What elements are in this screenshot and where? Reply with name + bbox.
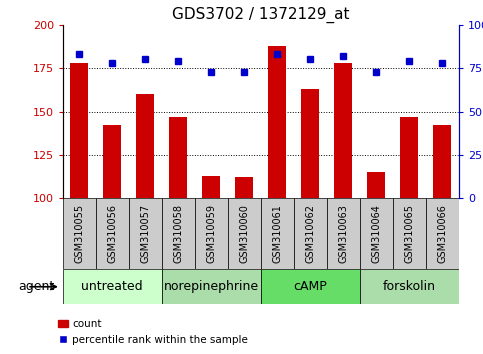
Text: cAMP: cAMP (294, 280, 327, 293)
Bar (334, 63, 353, 198)
Bar (70, 63, 88, 198)
Bar (268, 46, 286, 198)
Bar (63, 198, 96, 269)
Bar (202, 176, 220, 198)
Bar (393, 198, 426, 269)
Text: GSM310066: GSM310066 (437, 204, 447, 263)
Bar (367, 172, 385, 198)
Bar (261, 198, 294, 269)
Title: GDS3702 / 1372129_at: GDS3702 / 1372129_at (172, 7, 350, 23)
Text: GSM310055: GSM310055 (74, 204, 85, 263)
Text: GSM310062: GSM310062 (305, 204, 315, 263)
Text: GSM310065: GSM310065 (404, 204, 414, 263)
Text: agent: agent (19, 280, 55, 293)
Text: GSM310061: GSM310061 (272, 204, 283, 263)
Bar (235, 177, 254, 198)
Bar (169, 117, 187, 198)
Legend: count, percentile rank within the sample: count, percentile rank within the sample (54, 315, 252, 349)
Bar (136, 94, 155, 198)
Bar (360, 269, 459, 304)
Text: norepinephrine: norepinephrine (164, 280, 259, 293)
Text: GSM310063: GSM310063 (338, 204, 348, 263)
Bar (63, 269, 162, 304)
Bar (96, 198, 129, 269)
Bar (162, 269, 261, 304)
Bar (433, 125, 452, 198)
Bar (400, 117, 418, 198)
Text: GSM310060: GSM310060 (239, 204, 249, 263)
Bar (162, 198, 195, 269)
Text: untreated: untreated (82, 280, 143, 293)
Bar (129, 198, 162, 269)
Text: GSM310056: GSM310056 (107, 204, 117, 263)
Text: forskolin: forskolin (383, 280, 436, 293)
Bar (228, 198, 261, 269)
Bar (301, 89, 319, 198)
Bar (294, 198, 327, 269)
Bar (426, 198, 459, 269)
Bar (103, 125, 121, 198)
Text: GSM310058: GSM310058 (173, 204, 184, 263)
Text: GSM310064: GSM310064 (371, 204, 382, 263)
Text: GSM310057: GSM310057 (140, 204, 150, 263)
Bar (195, 198, 228, 269)
Text: GSM310059: GSM310059 (206, 204, 216, 263)
Bar (261, 269, 360, 304)
Bar (360, 198, 393, 269)
Bar (327, 198, 360, 269)
